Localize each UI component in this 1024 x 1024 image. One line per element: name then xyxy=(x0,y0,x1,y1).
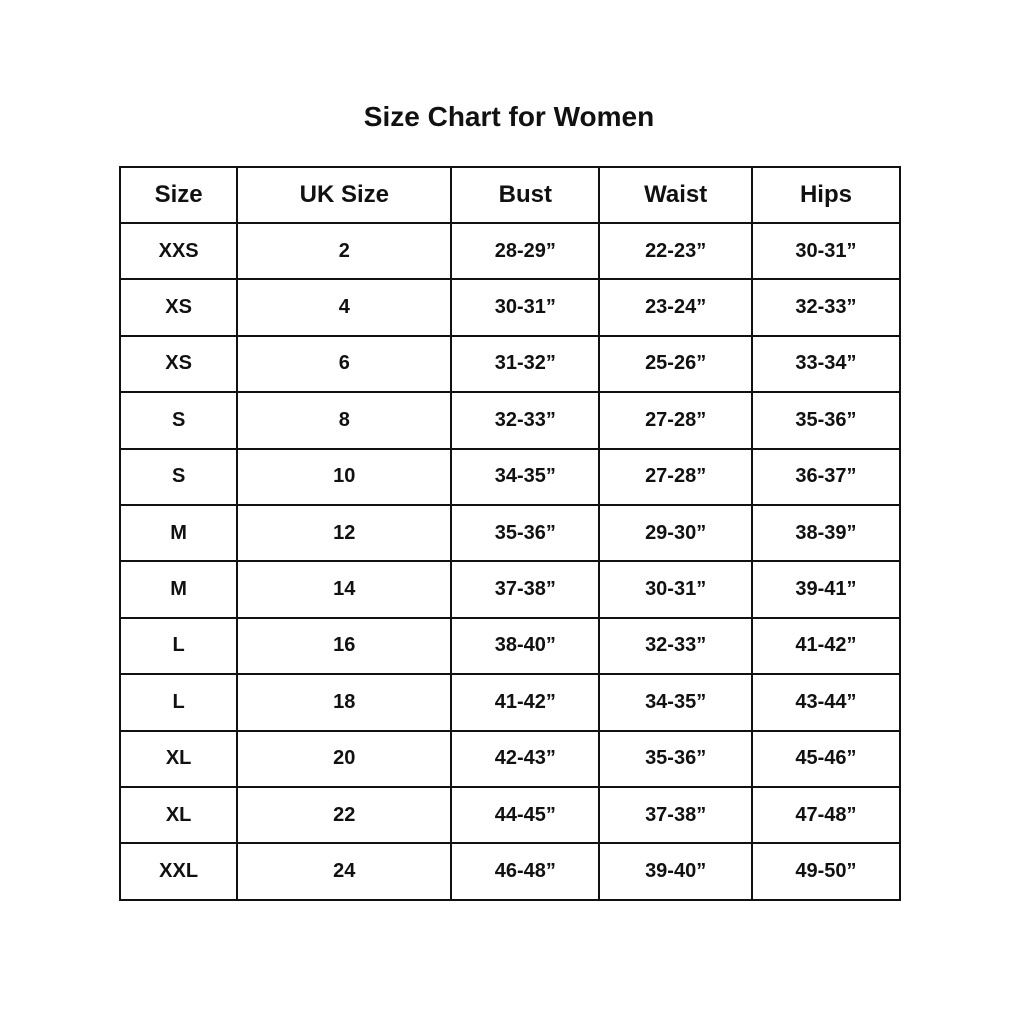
table-cell: 32-33” xyxy=(450,391,601,450)
table-cell: 27-28” xyxy=(598,391,753,450)
table-cell: 28-29” xyxy=(450,221,601,281)
table-cell: 45-46” xyxy=(750,729,902,788)
table-cell: 37-38” xyxy=(450,560,601,619)
table-cell: 35-36” xyxy=(598,729,753,788)
page-title: Size Chart for Women xyxy=(363,101,655,132)
table-cell: 38-40” xyxy=(450,616,601,676)
table-cell: 22 xyxy=(236,785,453,845)
table-cell: S xyxy=(118,391,239,450)
table-row: S 10 34-35” 27-28” 36-37” xyxy=(118,447,902,506)
table-cell: 10 xyxy=(236,447,453,506)
table-cell: 41-42” xyxy=(450,673,601,732)
table-cell: 39-40” xyxy=(598,842,753,901)
table-cell: 18 xyxy=(236,673,453,732)
table-row: M 14 37-38” 30-31” 39-41” xyxy=(118,560,902,619)
table-cell: XXS xyxy=(118,221,239,281)
table-cell: 41-42” xyxy=(750,616,902,676)
table-cell: 23-24” xyxy=(598,278,753,337)
table-row: M 12 35-36” 29-30” 38-39” xyxy=(118,503,902,563)
table-cell: XL xyxy=(118,729,239,788)
table-cell: XS xyxy=(118,334,239,394)
table-cell: XS xyxy=(118,278,239,337)
table-row: XXS 2 28-29” 22-23” 30-31” xyxy=(118,221,902,281)
table-cell: 38-39” xyxy=(750,503,902,563)
table-cell: 2 xyxy=(236,221,453,281)
table-cell: 6 xyxy=(236,334,453,394)
table-cell: XXL xyxy=(118,842,239,901)
table-row: XS 6 31-32” 25-26” 33-34” xyxy=(118,334,902,394)
table-cell: 44-45” xyxy=(450,785,601,845)
table-cell: L xyxy=(118,673,239,732)
table-cell: 32-33” xyxy=(598,616,753,676)
table-cell: M xyxy=(118,560,239,619)
table-cell: 34-35” xyxy=(598,673,753,732)
table-cell: 36-37” xyxy=(750,447,902,506)
table-cell: 31-32” xyxy=(450,334,601,394)
table-cell: 24 xyxy=(236,842,453,901)
table-cell: M xyxy=(118,503,239,563)
table-cell: 16 xyxy=(236,616,453,676)
table-cell: 33-34” xyxy=(750,334,902,394)
table-cell: 30-31” xyxy=(450,278,601,337)
table-row: XL 20 42-43” 35-36” 45-46” xyxy=(118,729,902,788)
column-header: Size xyxy=(118,166,239,224)
table-cell: 32-33” xyxy=(750,278,902,337)
size-chart-table: Size UK Size Bust Waist Hips XXS 2 28-29” 22-23… xyxy=(118,166,902,901)
table-row: S 8 32-33” 27-28” 35-36” xyxy=(118,391,902,450)
table-cell: 27-28” xyxy=(598,447,753,506)
column-header: Hips xyxy=(750,166,902,224)
table-cell: 39-41” xyxy=(750,560,902,619)
table-header-row: Size UK Size Bust Waist Hips xyxy=(118,166,902,224)
column-header: Bust xyxy=(450,166,601,224)
table-cell: L xyxy=(118,616,239,676)
table-cell: 30-31” xyxy=(750,221,902,281)
table-row: XL 22 44-45” 37-38” 47-48” xyxy=(118,785,902,845)
column-header: UK Size xyxy=(236,166,453,224)
table-row: XS 4 30-31” 23-24” 32-33” xyxy=(118,278,902,337)
table-cell: 43-44” xyxy=(750,673,902,732)
table-cell: 46-48” xyxy=(450,842,601,901)
table-cell: 4 xyxy=(236,278,453,337)
table-row: L 16 38-40” 32-33” 41-42” xyxy=(118,616,902,676)
table-row: L 18 41-42” 34-35” 43-44” xyxy=(118,673,902,732)
table-row: XXL 24 46-48” 39-40” 49-50” xyxy=(118,842,902,901)
table-cell: 12 xyxy=(236,503,453,563)
table-cell: 25-26” xyxy=(598,334,753,394)
column-header: Waist xyxy=(598,166,753,224)
table-cell: 35-36” xyxy=(750,391,902,450)
table-cell: 8 xyxy=(236,391,453,450)
table-cell: 20 xyxy=(236,729,453,788)
table-cell: 47-48” xyxy=(750,785,902,845)
table-cell: 30-31” xyxy=(598,560,753,619)
table-cell: 37-38” xyxy=(598,785,753,845)
table-cell: 14 xyxy=(236,560,453,619)
table-cell: S xyxy=(118,447,239,506)
table-cell: 34-35” xyxy=(450,447,601,506)
table-cell: XL xyxy=(118,785,239,845)
table-cell: 49-50” xyxy=(750,842,902,901)
table-cell: 35-36” xyxy=(450,503,601,563)
table-cell: 29-30” xyxy=(598,503,753,563)
table-cell: 22-23” xyxy=(598,221,753,281)
table-cell: 42-43” xyxy=(450,729,601,788)
